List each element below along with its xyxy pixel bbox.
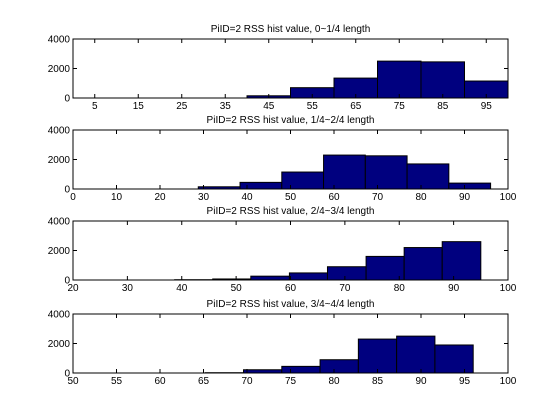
y-tick-label: 4000 [48,217,71,228]
histogram-bar [449,183,491,189]
histogram-bar [435,345,473,373]
histogram-bar [421,62,465,98]
x-tick-label: 30 [198,192,210,203]
x-tick-label: 20 [67,283,79,294]
histogram-bar [358,339,396,373]
x-tick-label: 85 [437,101,449,112]
histogram-bar [365,156,407,189]
histogram-bar [442,242,481,280]
x-tick-label: 100 [500,376,517,387]
histogram-bar [240,182,282,189]
y-tick-label: 2000 [48,339,71,350]
histogram-bar [324,155,366,189]
x-tick-label: 55 [111,376,123,387]
x-tick-label: 20 [154,192,166,203]
x-tick-label: 0 [70,192,76,203]
x-tick-label: 50 [231,283,243,294]
y-tick-label: 2000 [48,64,71,75]
x-tick-label: 15 [133,101,145,112]
x-tick-label: 70 [372,192,384,203]
x-tick-label: 75 [394,101,406,112]
x-tick-label: 40 [176,283,188,294]
histogram-panel-2: PiID=2 RSS hist value, 1/4~2/4 length 0 20… [48,115,517,203]
x-tick-label: 55 [307,101,319,112]
panel-title: PiID=2 RSS hist value, 3/4~4/4 length [207,299,375,310]
x-tick-label: 25 [176,101,188,112]
histogram-bar [378,61,422,98]
panel-title: PiID=2 RSS hist value, 1/4~2/4 length [207,115,375,126]
histogram-bar [320,360,358,373]
x-tick-label: 40 [241,192,253,203]
x-tick-label: 85 [372,376,384,387]
x-tick-label: 95 [481,101,493,112]
x-tick-label: 50 [67,376,79,387]
panel-title: PiID=2 RSS hist value, 2/4~3/4 length [207,206,375,217]
y-tick-label: 2000 [48,246,71,257]
histogram-bar [366,256,404,280]
x-tick-label: 30 [122,283,134,294]
histogram-bar [282,172,324,189]
x-tick-label: 10 [111,192,123,203]
x-tick-label: 80 [328,376,340,387]
histogram-bar [397,336,435,373]
x-tick-label: 65 [198,376,210,387]
histogram-panel-3: PiID=2 RSS hist value, 2/4~3/4 length020… [48,206,517,294]
x-tick-label: 70 [339,283,351,294]
panel-title: PiID=2 RSS hist value, 0~1/4 length [211,24,371,35]
histogram-bar [404,248,442,280]
histogram-bar [289,273,327,280]
x-tick-label: 80 [394,283,406,294]
x-tick-label: 60 [285,283,297,294]
x-tick-label: 35 [220,101,232,112]
x-tick-label: 90 [459,192,471,203]
x-tick-label: 70 [241,376,253,387]
x-tick-label: 65 [350,101,362,112]
y-tick-label: 4000 [48,126,71,137]
x-tick-label: 100 [500,283,517,294]
y-tick-label: 0 [64,94,70,105]
x-tick-label: 95 [459,376,471,387]
histogram-panel-4: PiID=2 RSS hist value, 3/4~4/4 length020… [48,299,517,387]
histogram-panel-1: PiID=2 RSS hist value, 0~1/4 length 0 2000… [48,24,508,112]
x-tick-label: 60 [154,376,166,387]
x-tick-label: 5 [92,101,98,112]
x-tick-label: 50 [285,192,297,203]
y-tick-label: 4000 [48,310,71,321]
histogram-bar [327,267,366,280]
x-tick-label: 75 [285,376,297,387]
x-tick-label: 90 [415,376,427,387]
x-tick-label: 60 [328,192,340,203]
histogram-bar [251,276,290,280]
histogram-bar [282,366,320,373]
x-tick-label: 90 [448,283,460,294]
x-tick-label: 45 [263,101,275,112]
histogram-bar [407,164,449,189]
y-tick-label: 2000 [48,155,71,166]
x-tick-label: 100 [500,192,517,203]
x-tick-label: 80 [415,192,427,203]
y-tick-label: 4000 [48,35,71,46]
